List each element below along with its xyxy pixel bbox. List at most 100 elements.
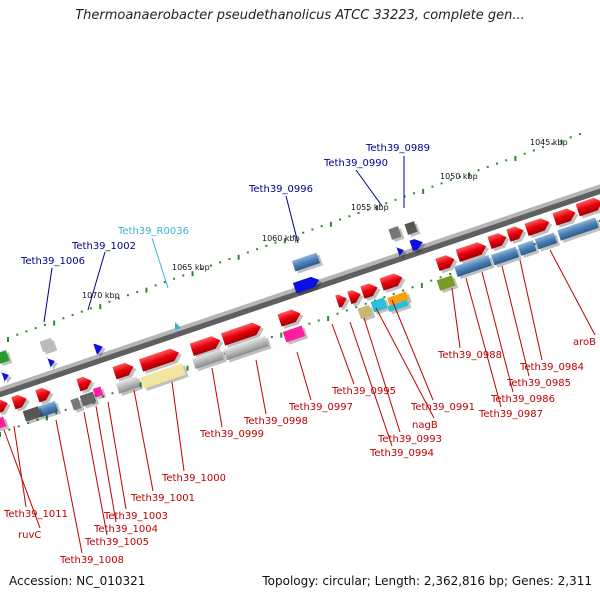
gene-grey-small — [39, 337, 58, 355]
forward-gene-0-body — [575, 197, 600, 217]
forward-gene-2 — [524, 218, 553, 239]
bottom-label-leader — [133, 389, 154, 492]
bottom-label[interactable]: Teth39_0997 — [288, 402, 353, 413]
forward-gene-13 — [189, 336, 224, 359]
bottom-label-leader — [3, 429, 41, 529]
forward-gene-11-body — [277, 309, 301, 327]
feature-labels[interactable]: 1045 kbp 1050 kbp 1055 kbp 1060 kbp 1065 kbp… — [3, 138, 596, 566]
gene-features[interactable] — [0, 195, 600, 432]
bottom-label[interactable]: Teth39_1005 — [84, 537, 149, 548]
gene-khaki — [357, 304, 376, 322]
forward-gene-17 — [35, 387, 54, 405]
bottom-label[interactable]: Teth39_1011 — [3, 509, 68, 520]
bottom-label[interactable]: Teth39_1003 — [103, 511, 168, 522]
forward-gene-6 — [435, 255, 458, 274]
bottom-label-leader — [481, 271, 514, 393]
forward-gene-19-body — [0, 399, 8, 414]
bottom-label[interactable]: Teth39_0991 — [410, 402, 475, 413]
rna-gene-5-body — [0, 371, 9, 383]
top-label[interactable]: Teth39_R0036 — [117, 226, 189, 237]
bottom-label-leader — [331, 323, 355, 385]
top-label[interactable]: Teth39_0989 — [365, 143, 430, 154]
gene-yellow — [140, 363, 189, 391]
rna-gene-0-body — [292, 276, 320, 294]
bottom-label[interactable]: Teth39_0985 — [506, 378, 571, 389]
top-label-leader — [151, 237, 169, 289]
kbp-marker: 1060 kbp — [262, 234, 300, 243]
kbp-marker: 1070 kbp — [82, 291, 120, 300]
reverse-gene-2-body — [517, 240, 537, 256]
top-label-leader — [43, 267, 53, 323]
bottom-label[interactable]: Teth39_0998 — [243, 416, 308, 427]
gene-dark-3 — [70, 397, 85, 413]
kbp-marker: 1050 kbp — [440, 172, 478, 181]
forward-gene-1-body — [552, 208, 576, 226]
forward-gene-2-body — [524, 218, 550, 237]
gene-dark-2 — [79, 391, 100, 409]
genome-summary: Topology: circular; Length: 2,362,816 bp… — [262, 574, 592, 588]
gene-dark-5-body — [388, 226, 402, 240]
top-label[interactable]: Teth39_1002 — [71, 241, 136, 252]
gene-khaki-body — [357, 304, 373, 320]
bottom-label[interactable]: aroB — [573, 337, 596, 348]
pseudo-gene-2-body — [115, 376, 141, 394]
bottom-label[interactable]: Teth39_0984 — [519, 362, 584, 373]
reverse-gene-0-body — [557, 217, 599, 241]
forward-gene-5-body — [455, 242, 487, 262]
reverse-gene-5 — [291, 252, 323, 274]
bottom-label-leader — [13, 425, 27, 508]
bottom-label[interactable]: Teth39_1001 — [130, 493, 195, 504]
bottom-label[interactable]: Teth39_1004 — [93, 524, 158, 535]
pseudo-gene-0 — [223, 335, 272, 363]
bottom-label[interactable]: ruvC — [18, 530, 41, 541]
bottom-label-leader — [391, 299, 434, 401]
bottom-label[interactable]: Teth39_0999 — [199, 429, 264, 440]
reverse-gene-3-body — [490, 246, 520, 266]
gene-magenta-1-body — [282, 325, 306, 343]
rna-gene-3 — [93, 343, 106, 357]
bottom-label-leader — [501, 265, 530, 377]
forward-gene-14 — [138, 348, 182, 374]
forward-gene-13-body — [189, 336, 221, 356]
reverse-gene-4 — [454, 255, 495, 280]
bottom-label[interactable]: Teth39_0987 — [478, 409, 543, 420]
forward-gene-18-body — [11, 394, 27, 410]
reverse-gene-6 — [37, 400, 62, 420]
bottom-label-leader — [363, 317, 401, 433]
forward-gene-16-body — [76, 376, 92, 392]
top-label-leader — [285, 195, 299, 244]
reverse-gene-5-body — [291, 252, 321, 272]
top-label[interactable]: Teth39_0996 — [248, 184, 313, 195]
forward-gene-9 — [347, 290, 364, 307]
bottom-label[interactable]: Teth39_0994 — [369, 448, 434, 459]
bottom-label[interactable]: Teth39_0986 — [490, 394, 555, 405]
top-label[interactable]: Teth39_1006 — [20, 256, 85, 267]
pseudo-gene-1-body — [192, 348, 224, 370]
reverse-gene-2 — [517, 240, 540, 258]
reverse-gene-3 — [490, 246, 522, 268]
top-label[interactable]: Teth39_0990 — [323, 158, 388, 169]
forward-gene-10 — [335, 294, 350, 310]
gene-magenta-1 — [282, 325, 309, 345]
rna-gene-4-body — [46, 357, 55, 369]
bottom-label[interactable]: Teth39_1000 — [161, 473, 226, 484]
bottom-label[interactable]: Teth39_0993 — [377, 434, 442, 445]
accession-text: Accession: NC_010321 — [9, 574, 146, 588]
rna-gene-1 — [409, 239, 426, 254]
bottom-label[interactable]: Teth39_1008 — [59, 555, 124, 566]
gene-green-body — [0, 350, 10, 364]
rna-trna-marker — [175, 322, 181, 330]
bottom-label[interactable]: Teth39_0995 — [331, 386, 396, 397]
forward-gene-6-body — [435, 255, 455, 272]
gene-magenta-3-body — [0, 416, 7, 430]
bottom-label-leader — [349, 321, 393, 447]
forward-gene-11 — [277, 309, 304, 329]
gene-cyan-2 — [387, 299, 412, 315]
bottom-label-leader — [55, 419, 83, 554]
pseudo-gene-0-body — [223, 335, 269, 361]
bottom-label[interactable]: nagB — [412, 420, 438, 431]
gene-grey-small-body — [39, 337, 55, 353]
gene-dark-1-body — [22, 406, 42, 422]
bottom-label[interactable]: Teth39_0988 — [437, 350, 502, 361]
